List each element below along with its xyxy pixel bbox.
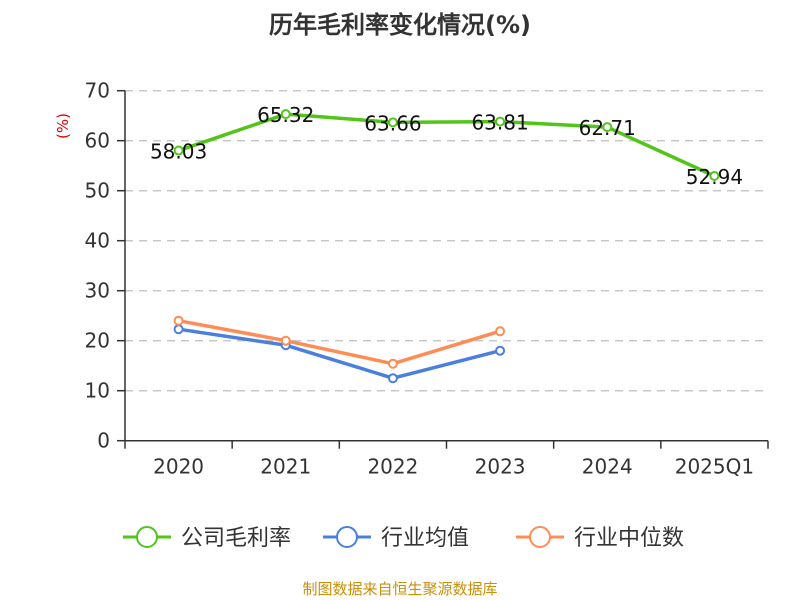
legend-marker [136,526,158,548]
data-point [387,373,398,384]
legend-label: 行业均值 [381,526,469,551]
x-tick-label: 2025Q1 [675,455,754,479]
data-label: 52.94 [686,165,743,189]
data-point [495,326,506,337]
data-label: 58.03 [150,140,207,164]
y-tick-label: 50 [85,179,110,203]
data-point [709,171,720,181]
data-point [280,109,291,120]
data-point [495,345,506,356]
legend-label: 行业中位数 [574,526,684,551]
x-tick-label: 2023 [475,455,526,479]
y-tick-label: 40 [85,229,110,253]
series-line-0 [178,112,716,178]
legend-marker [529,526,551,548]
data-point [387,358,398,369]
legend-label: 公司毛利率 [181,526,291,551]
series-line-2 [178,318,501,366]
data-point [173,145,184,156]
series-line-1 [178,327,501,380]
y-tick-label: 70 [85,79,110,103]
data-label: 65.32 [257,103,314,127]
data-label: 62.71 [579,116,636,140]
data-point [280,335,291,346]
data-point [173,315,184,326]
data-label: 63.66 [364,111,421,135]
y-axis-unit: (%) [54,113,72,139]
data-point [387,117,398,128]
data-label: 63.81 [471,111,528,135]
y-tick-label: 30 [85,279,110,303]
data-point [495,116,506,127]
data-point [173,324,184,335]
x-tick-label: 2020 [153,455,204,479]
data-point [602,122,613,133]
x-tick-label: 2021 [260,455,311,479]
y-tick-label: 20 [85,329,110,353]
y-tick-label: 0 [97,429,110,453]
y-tick-label: 60 [85,129,110,153]
x-tick-label: 2022 [367,455,418,479]
legend-marker [336,526,358,548]
source-note: 制图数据来自恒生聚源数据库 [302,580,497,598]
chart-title: 历年毛利率变化情况(%) [269,11,531,39]
y-tick-label: 10 [85,379,110,403]
x-tick-label: 2024 [582,455,633,479]
